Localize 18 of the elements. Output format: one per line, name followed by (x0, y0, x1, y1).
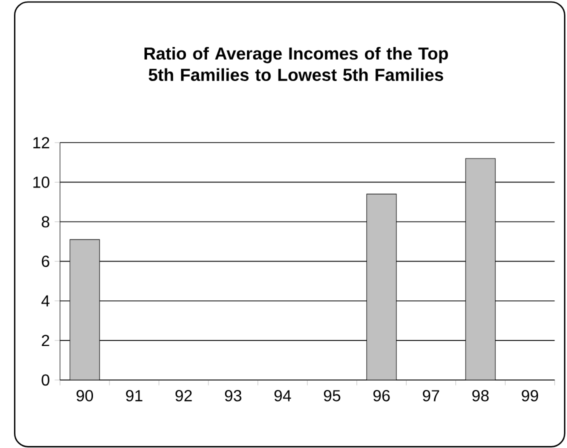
x-tick-label: 98 (472, 390, 489, 402)
x-tick-label: 90 (76, 390, 94, 402)
y-tick-label: 4 (41, 295, 50, 306)
y-tick-label: 2 (42, 334, 50, 346)
y-tick-label: 8 (42, 216, 50, 228)
y-tick-label: 6 (42, 256, 50, 267)
y-tick-label: 12 (33, 137, 50, 148)
x-tick-label: 95 (324, 390, 340, 402)
y-tick-label: 10 (33, 176, 50, 188)
x-tick-label: 97 (422, 390, 440, 402)
x-tick-label: 99 (522, 390, 538, 402)
y-tick-label: 0 (42, 374, 50, 386)
x-tick-label: 94 (274, 390, 292, 402)
x-tick-label: 91 (126, 390, 142, 402)
x-tick-label: 92 (176, 390, 192, 402)
x-tick-label: 93 (224, 390, 242, 402)
x-tick-label: 96 (373, 390, 390, 402)
chart-title: Ratio of Average Incomes of the Top 5th Families to Lowest 5th Families (144, 46, 448, 82)
